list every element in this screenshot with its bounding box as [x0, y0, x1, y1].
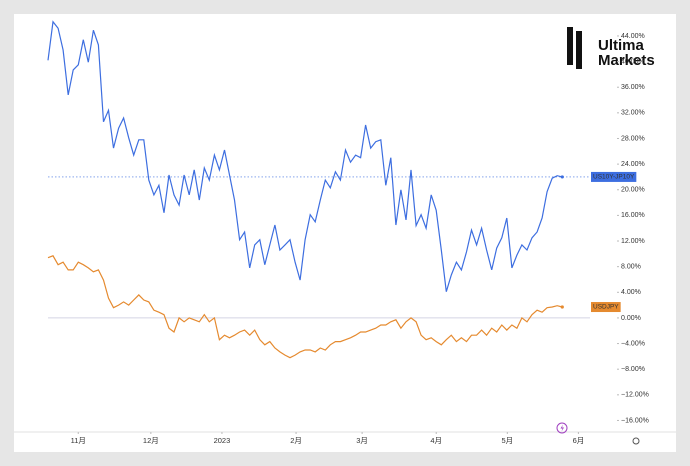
x-tick-label: 2023 — [214, 436, 231, 445]
y-tick-label: 40.00% — [621, 58, 645, 65]
y-tick-label: 28.00% — [621, 135, 645, 142]
x-tick-label: 3月 — [356, 436, 368, 445]
logo: Ultima Markets — [567, 27, 655, 69]
y-tick-label: 16.00% — [621, 212, 645, 219]
y-tick-label: −8.00% — [621, 366, 645, 373]
brand-line1: Ultima — [598, 37, 645, 54]
series-line — [47, 255, 563, 359]
y-tick-label: 8.00% — [621, 264, 641, 271]
y-tick-label: 36.00% — [621, 84, 645, 91]
x-tick-label: 5月 — [501, 436, 513, 445]
y-tick-label: 12.00% — [621, 238, 645, 245]
panel — [14, 14, 676, 452]
x-tick-label: 4月 — [430, 436, 442, 445]
series-label: USDJPY — [593, 304, 619, 311]
series-line — [47, 20, 563, 292]
last-point — [560, 175, 564, 179]
y-tick-label: 20.00% — [621, 187, 645, 194]
series-label-bg — [591, 302, 621, 313]
y-tick-label: −12.00% — [621, 392, 649, 399]
lightning-icon[interactable] — [556, 422, 568, 434]
series-label: US10Y-JP10Y — [593, 174, 635, 181]
brand-line2: Markets — [598, 52, 655, 69]
y-tick-label: 32.00% — [621, 110, 645, 117]
x-tick-label: 12月 — [143, 436, 159, 445]
y-tick-label: 44.00% — [621, 33, 645, 40]
x-tick-label: 11月 — [71, 436, 86, 445]
last-point — [560, 305, 564, 309]
y-tick-label: −16.00% — [621, 417, 649, 424]
x-tick-label: 6月 — [573, 436, 585, 445]
y-tick-label: −4.00% — [621, 340, 645, 347]
y-tick-label: 0.00% — [621, 315, 641, 322]
y-tick-label: 24.00% — [621, 161, 645, 168]
settings-icon[interactable] — [632, 437, 640, 445]
series-label-bg — [591, 171, 637, 182]
x-tick-label: 2月 — [290, 436, 302, 445]
y-tick-label: 4.00% — [621, 289, 641, 296]
logo-mark — [567, 27, 582, 69]
lightning-bolt — [560, 424, 564, 432]
